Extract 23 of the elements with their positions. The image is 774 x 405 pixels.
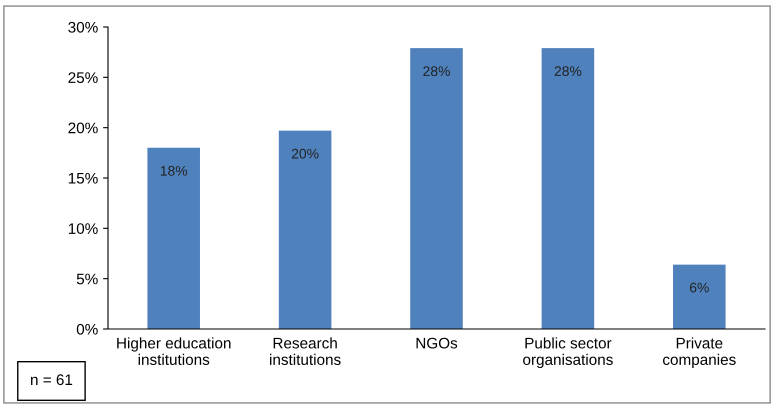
- data-label: 28%: [423, 66, 450, 76]
- y-tick-label: 20%: [68, 122, 98, 134]
- x-tick-label: Public sector organisations: [523, 337, 613, 368]
- x-tick-label: Private companies: [663, 337, 736, 368]
- bar: [147, 148, 200, 329]
- text: n = 61: [31, 374, 72, 386]
- bar: [278, 130, 332, 329]
- x-tick-label: NGOs: [416, 338, 458, 349]
- x-tick-label: Research institutions: [270, 337, 341, 366]
- y-tick-label: 10%: [68, 223, 98, 234]
- bar: [542, 48, 594, 329]
- data-label: 20%: [292, 148, 319, 159]
- y-tick-label: 15%: [68, 172, 98, 184]
- data-label: 18%: [160, 166, 188, 176]
- bar: [410, 48, 463, 329]
- y-tick-label: 25%: [68, 72, 98, 84]
- data-label: 6%: [690, 282, 709, 292]
- data-label: 28%: [554, 66, 582, 76]
- y-tick-label: 30%: [68, 22, 98, 33]
- y-tick-label: 5%: [76, 274, 98, 284]
- y-tick-label: 0%: [76, 324, 98, 335]
- x-tick-label: Higher education institutions: [117, 337, 230, 366]
- bar: [673, 264, 726, 329]
